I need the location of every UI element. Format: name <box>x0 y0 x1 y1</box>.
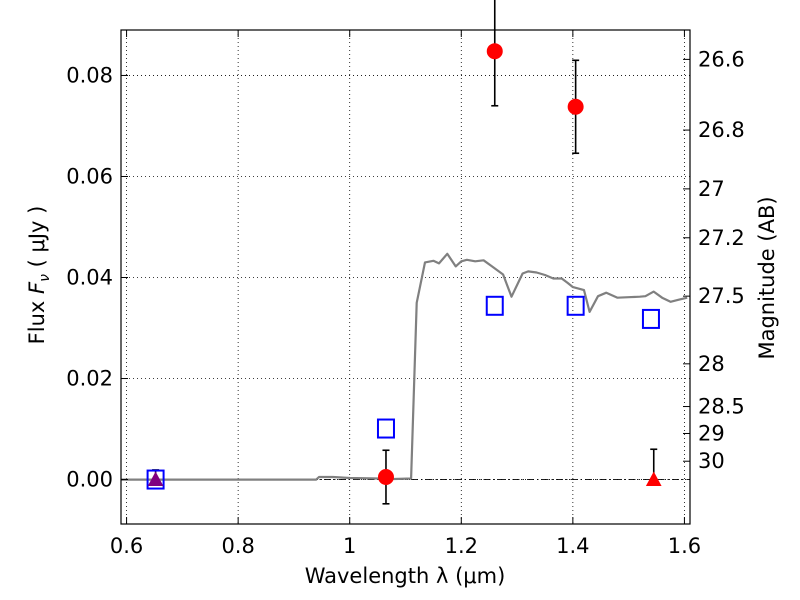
right-tick-label: 27.2 <box>698 226 745 250</box>
grid <box>121 30 690 524</box>
x-axis-label: Wavelength λ (μm) <box>305 564 506 588</box>
y-tick-label: 0.00 <box>66 468 113 492</box>
y-label-symbol: F <box>25 281 49 294</box>
x-tick-label: 0.6 <box>110 534 143 558</box>
x-tick-label: 1.4 <box>556 534 589 558</box>
y-tick-label: 0.02 <box>66 367 113 391</box>
y-tick-label: 0.06 <box>66 164 113 188</box>
right-tick-label: 30 <box>698 449 725 473</box>
y-axis-label-right: Magnitude (AB) <box>755 196 779 359</box>
y-tick-label: 0.08 <box>66 63 113 87</box>
model-sed-curve <box>121 252 688 481</box>
x-tick-label: 1 <box>343 534 356 558</box>
upper-limit-triangle <box>147 471 164 487</box>
x-tick-label: 1.6 <box>668 534 701 558</box>
model-photometry-square <box>641 308 660 329</box>
right-tick-label: 28.5 <box>698 395 745 419</box>
y-axis-label-left: Flux Fν ( μJy ) <box>25 206 53 345</box>
y-label-prefix: Flux <box>25 294 49 344</box>
right-tick-label: 29 <box>698 421 725 445</box>
tick-marks <box>121 30 690 524</box>
y-label-suffix: ( μJy ) <box>25 206 49 274</box>
right-tick-label: 28 <box>698 352 725 376</box>
x-tick-label: 0.8 <box>221 534 254 558</box>
y-label-subscript: ν <box>37 274 53 282</box>
right-tick-label: 26.8 <box>698 118 745 142</box>
y-tick-labels: 0.00 0.02 0.04 0.06 0.08 <box>66 63 113 491</box>
right-tick-label: 27 <box>698 177 725 201</box>
marker-layer <box>146 43 662 490</box>
detection-point <box>377 469 394 486</box>
detection-point <box>486 43 503 60</box>
x-tick-labels: 0.6 0.8 1 1.2 1.4 1.6 <box>110 534 701 558</box>
right-tick-labels: 26.6 26.8 27 27.2 27.5 28 28.529 30 <box>698 47 745 473</box>
model-photometry-square <box>485 295 504 316</box>
plot-frame <box>120 29 691 525</box>
y-tick-label: 0.04 <box>66 266 113 290</box>
upper-limit-triangle <box>645 471 662 487</box>
model-sed-layer <box>121 252 688 481</box>
right-tick-label: 27.5 <box>698 284 745 308</box>
right-tick-label: 26.6 <box>698 47 745 71</box>
detection-point <box>567 98 584 115</box>
model-photometry-square <box>376 418 395 439</box>
x-tick-label: 1.2 <box>445 534 478 558</box>
model-photometry-square <box>146 469 165 490</box>
model-photometry-square <box>566 295 585 316</box>
